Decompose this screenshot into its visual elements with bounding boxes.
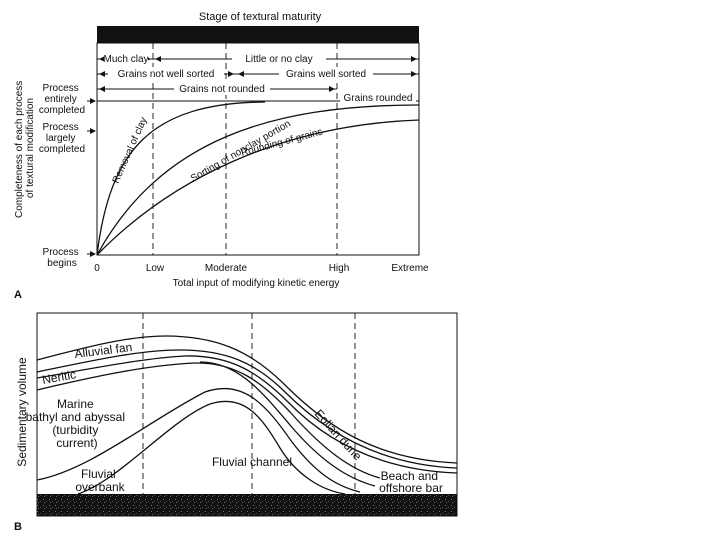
x-tick-extreme: Extreme xyxy=(391,263,429,274)
label-much-clay: Much clay xyxy=(103,54,148,65)
range-rounded: Grains rounded xyxy=(340,92,416,105)
curve-rounding xyxy=(96,119,420,256)
y-level-arrows xyxy=(87,98,96,257)
panel-a-label: A xyxy=(14,289,22,301)
panel-b-label: B xyxy=(14,521,22,533)
panel-a: Stage of textural maturity Much clay Lit… xyxy=(14,11,429,301)
label-fluvial-overbank: Fluvial overbank xyxy=(75,467,125,494)
curve-band-4 xyxy=(36,362,381,479)
curve-sorting xyxy=(96,104,420,256)
y-level-largely: Process largely completed xyxy=(39,122,85,155)
curve-band-3 xyxy=(36,355,458,474)
panel-a-frame xyxy=(96,42,420,256)
label-not-sorted: Grains not well sorted xyxy=(118,69,215,80)
curve-alluvial-fan-top xyxy=(36,335,458,464)
label-removal-of-clay: Removal of clay xyxy=(111,116,150,185)
panel-b: Alluvial fan Neritic Marine bathyl and a… xyxy=(14,312,458,533)
label-marine: Marine bathyl and abyssal (turbidity cur… xyxy=(26,397,129,450)
x-tick-low: Low xyxy=(146,263,165,274)
maturity-bar xyxy=(97,26,419,43)
label-beach: Beach and offshore bar xyxy=(379,469,443,495)
range-well-sorted: Grains well sorted xyxy=(236,67,419,80)
panel-a-title: Stage of textural maturity xyxy=(199,11,322,23)
x-tick-high: High xyxy=(329,263,350,274)
label-not-rounded: Grains not rounded xyxy=(179,84,265,95)
y-level-entirely: Process entirely completed xyxy=(39,83,85,116)
y-axis-title-b: Sedimentary volume xyxy=(15,357,29,467)
x-tick-0: 0 xyxy=(94,263,100,274)
label-rounded: Grains rounded xyxy=(344,93,413,104)
range-much-clay: Much clay xyxy=(97,52,153,65)
label-alluvial-fan: Alluvial fan xyxy=(74,340,133,361)
curve-marine xyxy=(36,387,361,493)
x-axis-title-a: Total input of modifying kinetic energy xyxy=(173,278,340,289)
curve-band-2 xyxy=(36,349,458,469)
curve-removal-of-clay xyxy=(96,101,266,256)
range-not-sorted: Grains not well sorted xyxy=(97,67,236,80)
range-not-rounded: Grains not rounded xyxy=(97,82,337,95)
label-neritic: Neritic xyxy=(41,367,77,387)
label-fluvial-channel: Fluvial channel xyxy=(212,455,292,469)
panel-b-base-bar xyxy=(37,494,457,516)
label-well-sorted: Grains well sorted xyxy=(286,69,366,80)
curve-fluvial-channel xyxy=(77,400,346,495)
x-tick-moderate: Moderate xyxy=(205,263,248,274)
curve-band-5 xyxy=(199,361,376,487)
y-axis-title-a: Completeness of each process of textural… xyxy=(14,78,36,218)
range-little-clay: Little or no clay xyxy=(153,52,419,65)
y-level-begins: Process begins xyxy=(43,247,82,269)
label-little-clay: Little or no clay xyxy=(245,54,312,65)
